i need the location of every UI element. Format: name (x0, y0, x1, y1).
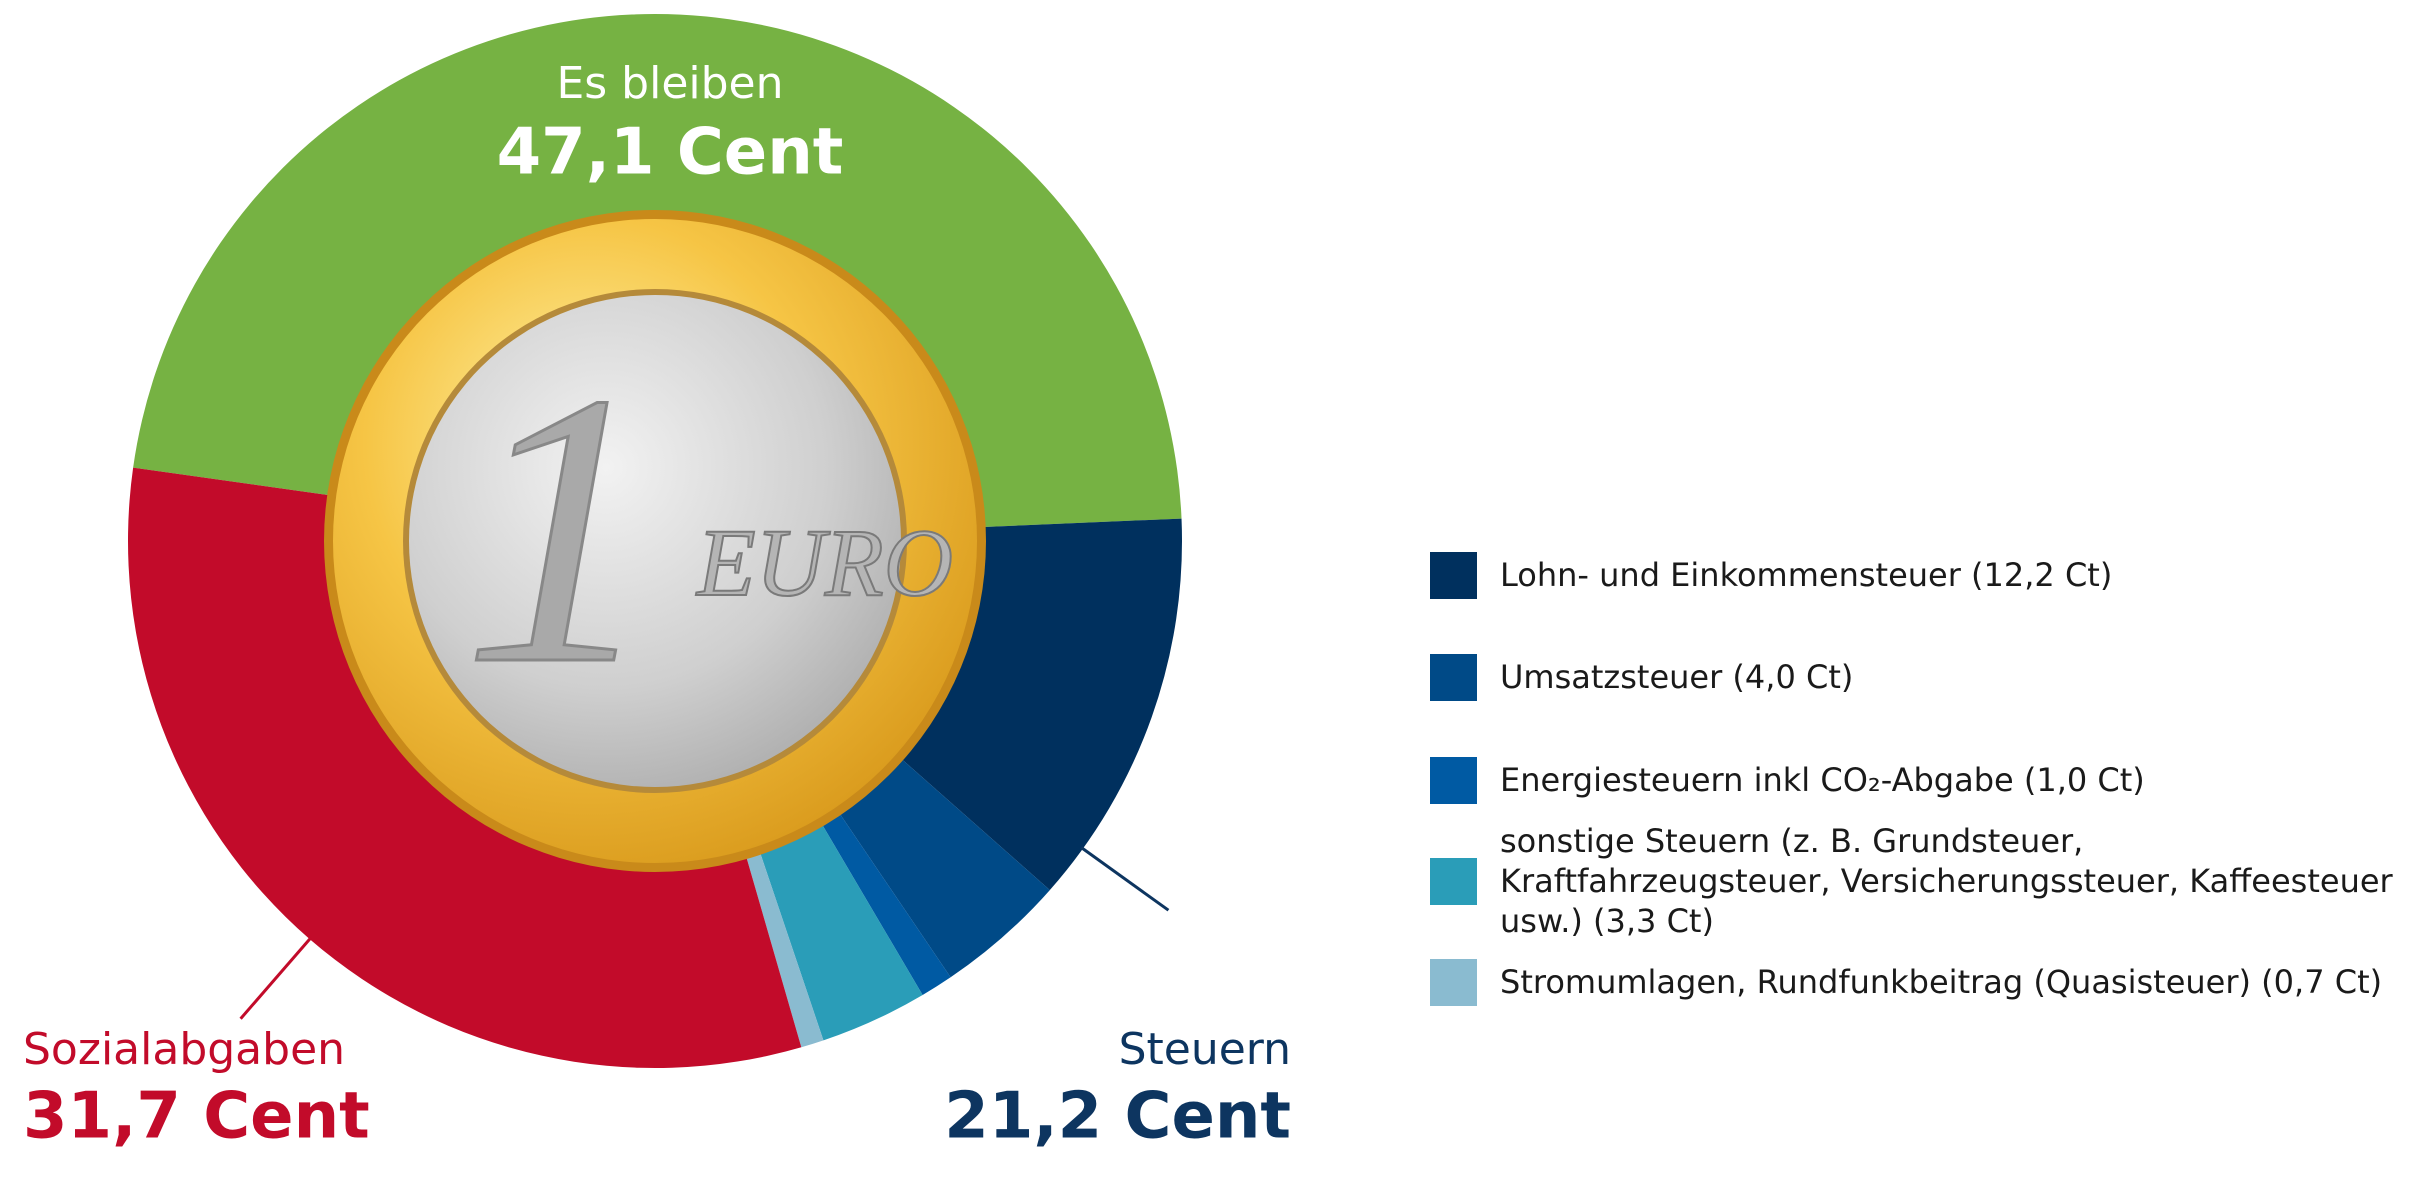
legend-label: Stromumlagen, Rundfunkbeitrag (Quasisteu… (1500, 963, 2383, 1001)
legend-item: Umsatzsteuer (4,0 Ct) (1430, 637, 2420, 717)
coin-denomination: 1 (463, 313, 658, 745)
slice (807, 789, 951, 995)
slice-label: Sozialabgaben (23, 1024, 345, 1075)
slice (823, 739, 1050, 978)
legend-label: Lohn- und Einkommensteuer (12,2 Ct) (1500, 556, 2113, 594)
legend-label: Energiesteuern inkl CO₂-Abgabe (1,0 Ct) (1500, 761, 2145, 799)
coin-center (409, 295, 901, 787)
slice-value-label: 47,1 Cent (497, 116, 844, 190)
leader-line (1080, 846, 1170, 912)
legend-item: Lohn- und Einkommensteuer (12,2 Ct) (1430, 535, 2420, 615)
slice (128, 467, 802, 1068)
legend-swatch (1430, 958, 1477, 1006)
legend-label: Umsatzsteuer (4,0 Ct) (1500, 658, 1854, 696)
legend-item: sonstige Steuern (z. B. Grundsteuer, Kra… (1430, 822, 2420, 940)
coin: 1 EURO (324, 210, 986, 872)
group-label: Steuern (1119, 1024, 1291, 1075)
slice (133, 13, 1182, 529)
slice (738, 825, 824, 1048)
legend-swatch (1430, 551, 1477, 599)
slice-value-label: 31,7 Cent (23, 1080, 370, 1154)
legend-swatch (1430, 653, 1477, 701)
legend-label: sonstige Steuern (z. B. Grundsteuer, Kra… (1500, 822, 2393, 940)
legend-swatch (1430, 756, 1477, 804)
slice-label: Es bleiben (556, 58, 783, 109)
legend-item: Energiesteuern inkl CO₂-Abgabe (1,0 Ct) (1430, 740, 2420, 820)
slice (750, 799, 923, 1041)
legend-item: Stromumlagen, Rundfunkbeitrag (Quasisteu… (1430, 942, 2420, 1022)
leader-line (239, 936, 313, 1020)
coin-currency: EURO (695, 509, 953, 616)
legend-swatch (1430, 857, 1477, 905)
group-value-label: 21,2 Cent (944, 1080, 1291, 1154)
